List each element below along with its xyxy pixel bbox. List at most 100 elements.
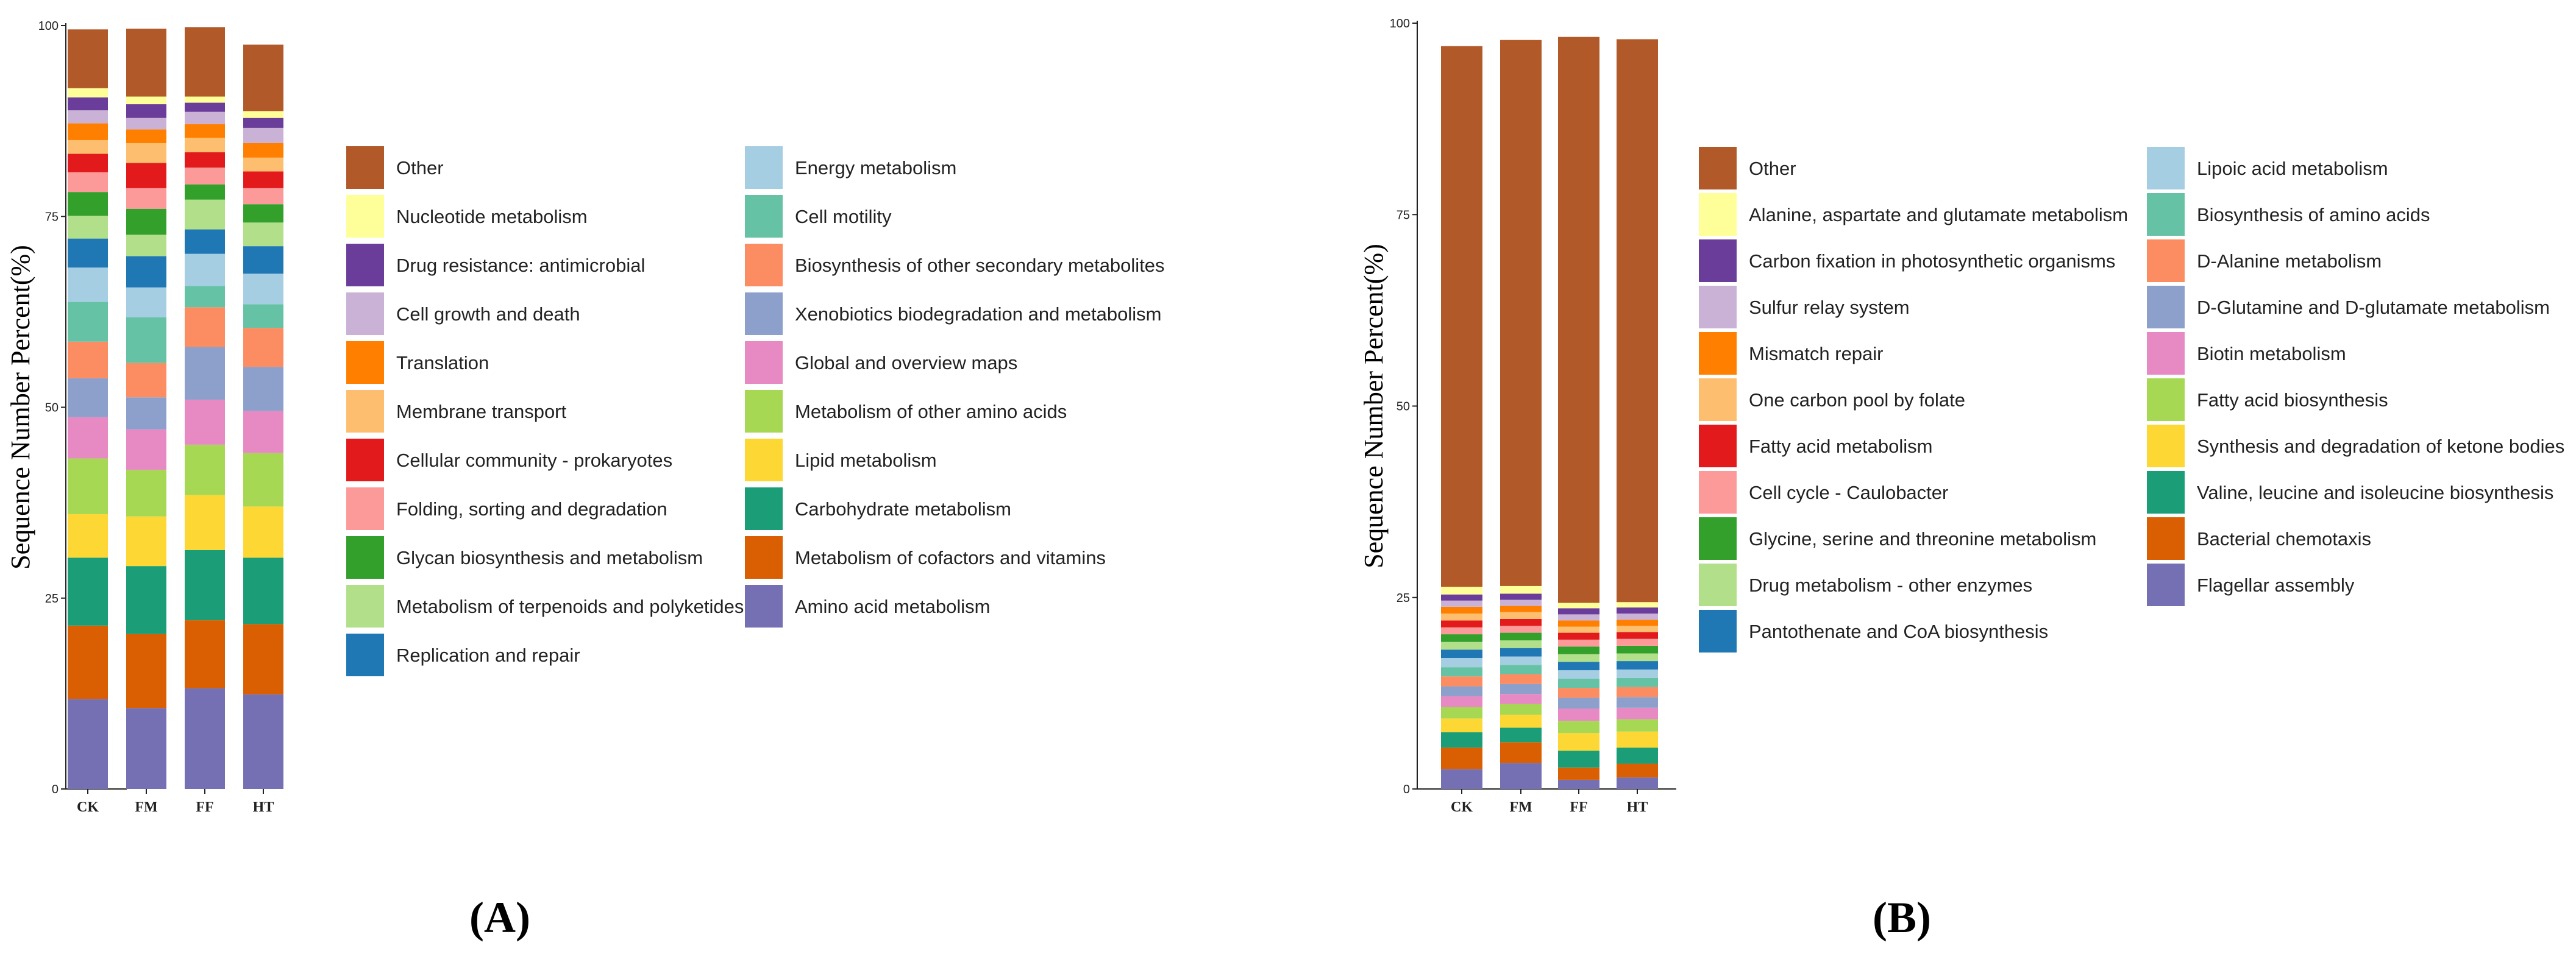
bar-segment-ff-d-glutamine-and-d-glutamate-metabolism[interactable] — [1558, 698, 1599, 709]
bar-segment-ck-biosynthesis-of-amino-acids[interactable] — [1441, 667, 1482, 677]
bar-segment-ff-cell-growth-and-death[interactable] — [185, 111, 225, 124]
bar-segment-ck-biosynthesis-of-other-secondary-metabolites[interactable] — [68, 341, 108, 378]
bar-segment-ck-metabolism-of-terpenoids-and-polyketides[interactable] — [68, 215, 108, 239]
bar-segment-fm-other[interactable] — [126, 29, 166, 97]
bar-segment-ff-amino-acid-metabolism[interactable] — [185, 688, 225, 789]
bar-segment-ht-replication-and-repair[interactable] — [243, 246, 283, 274]
bar-segment-fm-glycine-serine-and-threonine-metabolism[interactable] — [1500, 632, 1542, 641]
bar-segment-fm-metabolism-of-other-amino-acids[interactable] — [126, 470, 166, 517]
bar-segment-ck-bacterial-chemotaxis[interactable] — [1441, 748, 1482, 769]
bar-segment-ht-cell-growth-and-death[interactable] — [243, 127, 283, 143]
bar-segment-ht-d-glutamine-and-d-glutamate-metabolism[interactable] — [1617, 697, 1658, 708]
bar-segment-ck-other[interactable] — [1441, 46, 1482, 587]
bar-segment-ff-synthesis-and-degradation-of-ketone-bodies[interactable] — [1558, 733, 1599, 751]
bar-segment-fm-cell-motility[interactable] — [126, 317, 166, 363]
bar-segment-fm-cellular-community-prokaryotes[interactable] — [126, 163, 166, 188]
bar-segment-ck-one-carbon-pool-by-folate[interactable] — [1441, 614, 1482, 621]
bar-segment-ht-biosynthesis-of-other-secondary-metabolites[interactable] — [243, 328, 283, 367]
bar-segment-ff-metabolism-of-terpenoids-and-polyketides[interactable] — [185, 199, 225, 230]
bar-segment-fm-metabolism-of-cofactors-and-vitamins[interactable] — [126, 634, 166, 709]
bar-segment-fm-metabolism-of-terpenoids-and-polyketides[interactable] — [126, 235, 166, 256]
bar-segment-ck-biotin-metabolism[interactable] — [1441, 696, 1482, 707]
bar-segment-fm-valine-leucine-and-isoleucine-biosynthesis[interactable] — [1500, 727, 1542, 743]
bar-segment-fm-sulfur-relay-system[interactable] — [1500, 599, 1542, 606]
bar-segment-ff-cell-cycle-caulobacter[interactable] — [1558, 639, 1599, 647]
bar-segment-fm-other[interactable] — [1500, 40, 1542, 586]
bar-segment-ht-translation[interactable] — [243, 143, 283, 158]
bar-segment-ht-d-alanine-metabolism[interactable] — [1617, 687, 1658, 698]
bar-segment-ht-other[interactable] — [243, 44, 283, 111]
bar-segment-ff-energy-metabolism[interactable] — [185, 253, 225, 286]
bar-segment-ff-carbon-fixation-in-photosynthetic-organisms[interactable] — [1558, 608, 1599, 615]
bar-segment-ht-metabolism-of-terpenoids-and-polyketides[interactable] — [243, 222, 283, 247]
bar-segment-ht-bacterial-chemotaxis[interactable] — [1617, 763, 1658, 778]
bar-segment-fm-fatty-acid-metabolism[interactable] — [1500, 618, 1542, 626]
bar-segment-ck-lipoic-acid-metabolism[interactable] — [1441, 658, 1482, 668]
bar-segment-ck-fatty-acid-biosynthesis[interactable] — [1441, 707, 1482, 719]
bar-segment-fm-synthesis-and-degradation-of-ketone-bodies[interactable] — [1500, 715, 1542, 728]
bar-segment-ff-glycine-serine-and-threonine-metabolism[interactable] — [1558, 646, 1599, 654]
bar-segment-ck-mismatch-repair[interactable] — [1441, 606, 1482, 614]
bar-segment-ck-fatty-acid-metabolism[interactable] — [1441, 620, 1482, 628]
bar-segment-fm-membrane-transport[interactable] — [126, 143, 166, 163]
bar-segment-fm-d-alanine-metabolism[interactable] — [1500, 674, 1542, 684]
bar-segment-ff-biotin-metabolism[interactable] — [1558, 709, 1599, 721]
bar-segment-fm-alanine-aspartate-and-glutamate-metabolism[interactable] — [1500, 585, 1542, 594]
bar-segment-ht-xenobiotics-biodegradation-and-metabolism[interactable] — [243, 367, 283, 411]
bar-segment-ck-flagellar-assembly[interactable] — [1441, 769, 1482, 789]
bar-segment-ck-cell-motility[interactable] — [68, 302, 108, 342]
bar-segment-ff-global-and-overview-maps[interactable] — [185, 399, 225, 445]
bar-segment-fm-bacterial-chemotaxis[interactable] — [1500, 742, 1542, 763]
bar-segment-fm-lipid-metabolism[interactable] — [126, 516, 166, 567]
bar-segment-fm-translation[interactable] — [126, 129, 166, 143]
bar-segment-ff-one-carbon-pool-by-folate[interactable] — [1558, 626, 1599, 633]
bar-segment-fm-cell-cycle-caulobacter[interactable] — [1500, 626, 1542, 633]
bar-segment-ff-drug-resistance-antimicrobial[interactable] — [185, 102, 225, 112]
bar-segment-fm-drug-resistance-antimicrobial[interactable] — [126, 104, 166, 118]
bar-segment-ht-valine-leucine-and-isoleucine-biosynthesis[interactable] — [1617, 748, 1658, 764]
bar-segment-ht-sulfur-relay-system[interactable] — [1617, 614, 1658, 620]
bar-segment-ff-biosynthesis-of-amino-acids[interactable] — [1558, 678, 1599, 688]
bar-segment-ck-membrane-transport[interactable] — [68, 140, 108, 154]
bar-segment-ck-d-glutamine-and-d-glutamate-metabolism[interactable] — [1441, 686, 1482, 696]
bar-segment-ht-membrane-transport[interactable] — [243, 157, 283, 172]
bar-segment-ht-cellular-community-prokaryotes[interactable] — [243, 171, 283, 188]
bar-segment-ht-flagellar-assembly[interactable] — [1617, 777, 1658, 789]
bar-segment-ht-other[interactable] — [1617, 39, 1658, 603]
bar-segment-ht-drug-metabolism-other-enzymes[interactable] — [1617, 653, 1658, 662]
bar-segment-ck-cellular-community-prokaryotes[interactable] — [68, 154, 108, 172]
bar-segment-ff-fatty-acid-metabolism[interactable] — [1558, 632, 1599, 640]
bar-segment-fm-carbon-fixation-in-photosynthetic-organisms[interactable] — [1500, 593, 1542, 600]
bar-segment-fm-carbohydrate-metabolism[interactable] — [126, 566, 166, 634]
bar-segment-fm-d-glutamine-and-d-glutamate-metabolism[interactable] — [1500, 684, 1542, 695]
bar-segment-ck-amino-acid-metabolism[interactable] — [68, 699, 108, 789]
bar-segment-ht-global-and-overview-maps[interactable] — [243, 411, 283, 453]
bar-segment-fm-one-carbon-pool-by-folate[interactable] — [1500, 612, 1542, 619]
bar-segment-ff-xenobiotics-biodegradation-and-metabolism[interactable] — [185, 347, 225, 400]
bar-segment-ck-xenobiotics-biodegradation-and-metabolism[interactable] — [68, 378, 108, 417]
bar-segment-ff-d-alanine-metabolism[interactable] — [1558, 688, 1599, 698]
bar-segment-ck-sulfur-relay-system[interactable] — [1441, 600, 1482, 607]
bar-segment-fm-drug-metabolism-other-enzymes[interactable] — [1500, 640, 1542, 648]
bar-segment-ff-sulfur-relay-system[interactable] — [1558, 614, 1599, 621]
bar-segment-fm-biosynthesis-of-amino-acids[interactable] — [1500, 665, 1542, 674]
bar-segment-ff-membrane-transport[interactable] — [185, 138, 225, 152]
bar-segment-ff-fatty-acid-biosynthesis[interactable] — [1558, 721, 1599, 734]
bar-segment-ht-carbohydrate-metabolism[interactable] — [243, 557, 283, 624]
bar-segment-ck-d-alanine-metabolism[interactable] — [1441, 676, 1482, 687]
bar-segment-ck-carbon-fixation-in-photosynthetic-organisms[interactable] — [1441, 594, 1482, 601]
bar-segment-ff-translation[interactable] — [185, 124, 225, 138]
bar-segment-ff-bacterial-chemotaxis[interactable] — [1558, 767, 1599, 780]
bar-segment-ff-flagellar-assembly[interactable] — [1558, 779, 1599, 789]
bar-segment-fm-folding-sorting-and-degradation[interactable] — [126, 188, 166, 209]
bar-segment-ht-pantothenate-and-coa-biosynthesis[interactable] — [1617, 661, 1658, 670]
bar-segment-ht-folding-sorting-and-degradation[interactable] — [243, 188, 283, 205]
bar-segment-ck-drug-resistance-antimicrobial[interactable] — [68, 97, 108, 111]
bar-segment-fm-fatty-acid-biosynthesis[interactable] — [1500, 704, 1542, 715]
bar-segment-ht-metabolism-of-cofactors-and-vitamins[interactable] — [243, 624, 283, 695]
bar-segment-ff-pantothenate-and-coa-biosynthesis[interactable] — [1558, 662, 1599, 671]
bar-segment-ht-carbon-fixation-in-photosynthetic-organisms[interactable] — [1617, 607, 1658, 614]
bar-segment-ck-alanine-aspartate-and-glutamate-metabolism[interactable] — [1441, 587, 1482, 595]
bar-segment-ck-folding-sorting-and-degradation[interactable] — [68, 172, 108, 193]
bar-segment-fm-biotin-metabolism[interactable] — [1500, 694, 1542, 704]
